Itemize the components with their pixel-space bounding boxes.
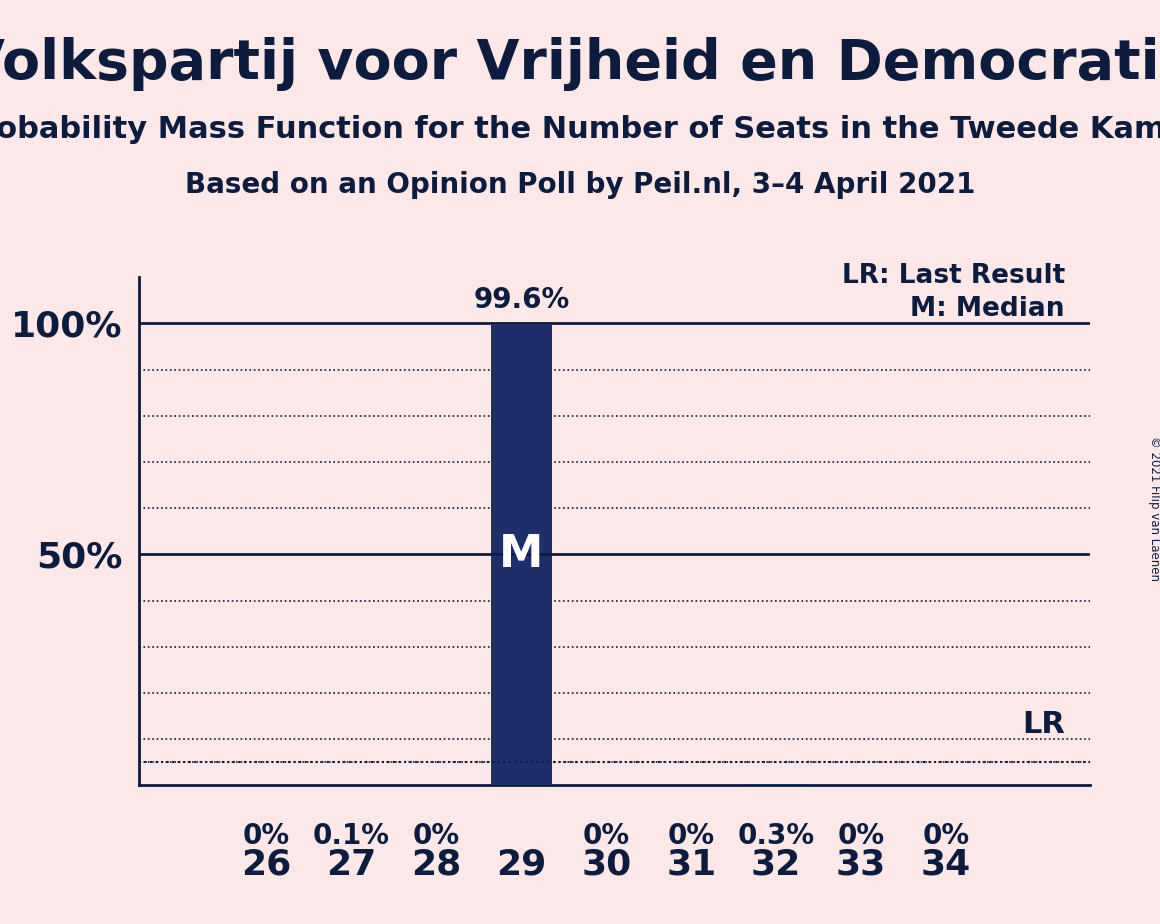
Text: 0%: 0% <box>838 822 885 850</box>
Text: 0%: 0% <box>668 822 715 850</box>
Text: 0.1%: 0.1% <box>313 822 390 850</box>
Text: Based on an Opinion Poll by Peil.nl, 3–4 April 2021: Based on an Opinion Poll by Peil.nl, 3–4… <box>184 171 976 199</box>
Text: 99.6%: 99.6% <box>473 286 570 314</box>
Bar <box>746 784 806 785</box>
Text: 0.3%: 0.3% <box>738 822 814 850</box>
Text: Volkspartij voor Vrijheid en Democratie: Volkspartij voor Vrijheid en Democratie <box>0 37 1160 91</box>
Text: M: Median: M: Median <box>911 296 1065 322</box>
Text: M: M <box>499 533 544 576</box>
Text: Probability Mass Function for the Number of Seats in the Tweede Kamer: Probability Mass Function for the Number… <box>0 116 1160 144</box>
Text: © 2021 Filip van Laenen: © 2021 Filip van Laenen <box>1147 436 1160 580</box>
Text: LR: Last Result: LR: Last Result <box>842 263 1065 289</box>
Text: 0%: 0% <box>922 822 970 850</box>
Text: 0%: 0% <box>413 822 461 850</box>
Bar <box>491 325 552 785</box>
Text: 0%: 0% <box>582 822 630 850</box>
Text: 0%: 0% <box>244 822 290 850</box>
Text: LR: LR <box>1022 711 1065 739</box>
